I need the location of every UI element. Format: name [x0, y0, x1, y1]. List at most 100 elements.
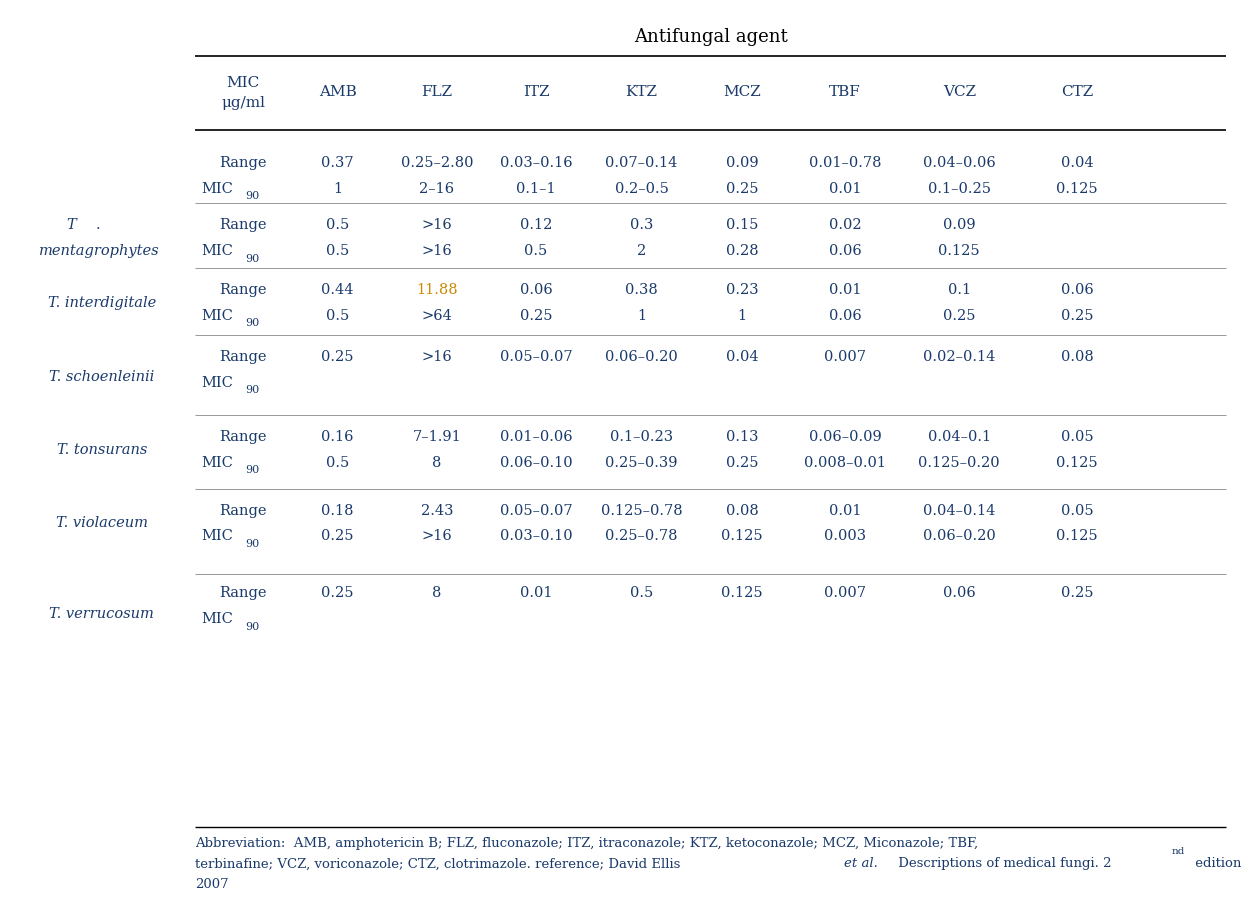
Text: 0.28: 0.28 — [726, 244, 758, 258]
Text: 0.01: 0.01 — [829, 503, 861, 517]
Text: 0.23: 0.23 — [726, 282, 758, 297]
Text: 0.25: 0.25 — [321, 528, 354, 543]
Text: CTZ: CTZ — [1061, 85, 1093, 99]
Text: Range: Range — [220, 429, 267, 444]
Text: 0.15: 0.15 — [726, 218, 758, 233]
Text: 0.09: 0.09 — [726, 155, 758, 170]
Text: 0.25–2.80: 0.25–2.80 — [401, 155, 473, 170]
Text: 0.04–0.14: 0.04–0.14 — [923, 503, 995, 517]
Text: 8: 8 — [432, 585, 442, 600]
Text: 8: 8 — [432, 455, 442, 470]
Text: 0.25: 0.25 — [726, 455, 758, 470]
Text: MCZ: MCZ — [724, 85, 761, 99]
Text: 0.25–0.78: 0.25–0.78 — [606, 528, 678, 543]
Text: 0.1–1: 0.1–1 — [516, 181, 556, 196]
Text: T. interdigitale: T. interdigitale — [47, 295, 156, 310]
Text: 0.06–0.20: 0.06–0.20 — [923, 528, 995, 543]
Text: Descriptions of medical fungi. 2: Descriptions of medical fungi. 2 — [894, 857, 1111, 869]
Text: T. schoenleinii: T. schoenleinii — [50, 369, 154, 384]
Text: 90: 90 — [246, 465, 259, 474]
Text: 0.44: 0.44 — [321, 282, 354, 297]
Text: 0.04: 0.04 — [1061, 155, 1093, 170]
Text: 0.25: 0.25 — [321, 349, 354, 364]
Text: T. verrucosum: T. verrucosum — [50, 606, 154, 620]
Text: 0.06: 0.06 — [829, 244, 861, 258]
Text: 2: 2 — [637, 244, 647, 258]
Text: Range: Range — [220, 503, 267, 517]
Text: 0.2–0.5: 0.2–0.5 — [614, 181, 669, 196]
Text: 0.18: 0.18 — [321, 503, 354, 517]
Text: 0.38: 0.38 — [625, 282, 658, 297]
Text: T. tonsurans: T. tonsurans — [57, 442, 146, 457]
Text: Range: Range — [220, 155, 267, 170]
Text: >16: >16 — [422, 218, 452, 233]
Text: 0.02: 0.02 — [829, 218, 861, 233]
Text: 0.01–0.06: 0.01–0.06 — [500, 429, 572, 444]
Text: 1: 1 — [637, 308, 647, 323]
Text: terbinafine; VCZ, voriconazole; CTZ, clotrimazole. reference; David Ellis: terbinafine; VCZ, voriconazole; CTZ, clo… — [195, 857, 685, 869]
Text: 0.25–0.39: 0.25–0.39 — [606, 455, 678, 470]
Text: FLZ: FLZ — [421, 85, 453, 99]
Text: 0.125: 0.125 — [1056, 528, 1098, 543]
Text: 0.04: 0.04 — [726, 349, 758, 364]
Text: 0.37: 0.37 — [321, 155, 354, 170]
Text: >64: >64 — [422, 308, 452, 323]
Text: 0.06–0.20: 0.06–0.20 — [606, 349, 678, 364]
Text: 0.06: 0.06 — [520, 282, 552, 297]
Text: VCZ: VCZ — [943, 85, 975, 99]
Text: 0.12: 0.12 — [520, 218, 552, 233]
Text: 0.08: 0.08 — [726, 503, 758, 517]
Text: 1: 1 — [333, 181, 343, 196]
Text: 0.3: 0.3 — [630, 218, 653, 233]
Text: .: . — [96, 218, 101, 233]
Text: 0.06: 0.06 — [943, 585, 975, 600]
Text: et al.: et al. — [844, 857, 877, 869]
Text: 0.04–0.1: 0.04–0.1 — [928, 429, 990, 444]
Text: 0.1: 0.1 — [948, 282, 970, 297]
Text: 0.01–0.78: 0.01–0.78 — [809, 155, 881, 170]
Text: Range: Range — [220, 282, 267, 297]
Text: 90: 90 — [246, 621, 259, 630]
Text: TBF: TBF — [829, 85, 861, 99]
Text: AMB: AMB — [319, 85, 356, 99]
Text: 0.25: 0.25 — [726, 181, 758, 196]
Text: 0.1–0.23: 0.1–0.23 — [611, 429, 673, 444]
Text: 2–16: 2–16 — [419, 181, 454, 196]
Text: 0.125: 0.125 — [721, 585, 763, 600]
Text: >16: >16 — [422, 528, 452, 543]
Text: MIC: MIC — [201, 181, 233, 196]
Text: 0.09: 0.09 — [943, 218, 975, 233]
Text: 0.5: 0.5 — [326, 308, 349, 323]
Text: 0.05–0.07: 0.05–0.07 — [500, 349, 572, 364]
Text: MIC: MIC — [201, 455, 233, 470]
Text: 0.02–0.14: 0.02–0.14 — [923, 349, 995, 364]
Text: 0.125: 0.125 — [1056, 181, 1098, 196]
Text: 0.03–0.16: 0.03–0.16 — [500, 155, 572, 170]
Text: 0.125–0.20: 0.125–0.20 — [918, 455, 1000, 470]
Text: 0.008–0.01: 0.008–0.01 — [804, 455, 886, 470]
Text: 0.5: 0.5 — [326, 218, 349, 233]
Text: 90: 90 — [246, 254, 259, 263]
Text: 0.25: 0.25 — [1061, 308, 1093, 323]
Text: MIC: MIC — [201, 244, 233, 258]
Text: Range: Range — [220, 218, 267, 233]
Text: 2.43: 2.43 — [421, 503, 453, 517]
Text: 0.13: 0.13 — [726, 429, 758, 444]
Text: 0.5: 0.5 — [525, 244, 547, 258]
Text: MIC: MIC — [227, 75, 259, 90]
Text: 0.125–0.78: 0.125–0.78 — [601, 503, 683, 517]
Text: 0.25: 0.25 — [321, 585, 354, 600]
Text: 0.25: 0.25 — [1061, 585, 1093, 600]
Text: 0.06: 0.06 — [1061, 282, 1093, 297]
Text: 0.04–0.06: 0.04–0.06 — [923, 155, 995, 170]
Text: 0.125: 0.125 — [938, 244, 980, 258]
Text: μg/ml: μg/ml — [221, 96, 266, 110]
Text: 7–1.91: 7–1.91 — [412, 429, 462, 444]
Text: 0.25: 0.25 — [520, 308, 552, 323]
Text: T. violaceum: T. violaceum — [56, 516, 148, 530]
Text: 0.01: 0.01 — [829, 181, 861, 196]
Text: 0.125: 0.125 — [1056, 455, 1098, 470]
Text: 90: 90 — [246, 385, 259, 394]
Text: >16: >16 — [422, 349, 452, 364]
Text: nd: nd — [1172, 846, 1185, 856]
